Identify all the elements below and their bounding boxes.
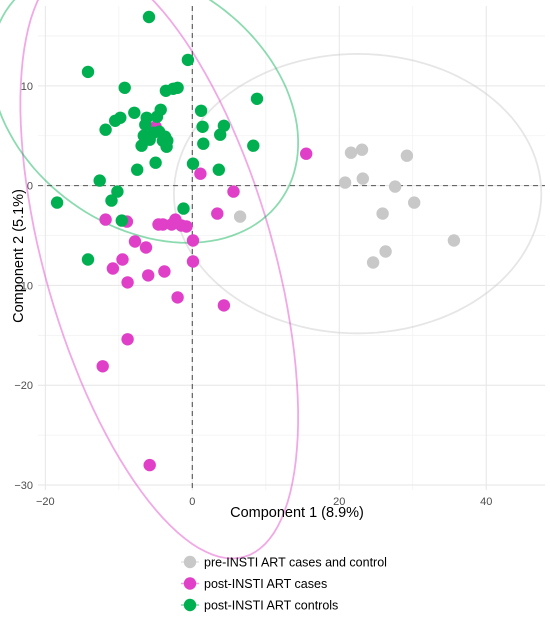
data-point [149, 156, 162, 169]
data-point [400, 149, 414, 162]
data-point [194, 104, 208, 118]
data-point [143, 458, 156, 472]
x-axis-label: Component 1 (8.9%) [230, 505, 364, 521]
data-point [177, 202, 190, 215]
confidence-ellipse [19, 0, 300, 560]
data-point [217, 299, 231, 312]
data-point [96, 360, 109, 373]
data-point [300, 147, 313, 160]
data-point [131, 163, 144, 176]
data-point [379, 245, 392, 258]
data-point [161, 134, 174, 147]
data-point [156, 218, 170, 231]
data-point [171, 291, 184, 304]
data-point [171, 81, 184, 95]
x-tick-label: 40 [480, 496, 492, 508]
confidence-ellipses [0, 0, 543, 560]
data-point [186, 255, 200, 268]
data-point [447, 234, 461, 247]
data-point [121, 276, 134, 289]
y-tick-label: −10 [14, 280, 33, 292]
x-tick-label: 20 [333, 496, 345, 508]
grid-lines [38, 6, 545, 490]
legend-label: post-INSTI ART cases [204, 577, 327, 591]
data-point [212, 163, 225, 176]
data-point [186, 234, 200, 247]
legend-marker [183, 555, 197, 569]
data-point [111, 185, 124, 198]
x-tick-label: 0 [189, 496, 195, 508]
data-point [115, 214, 128, 227]
data-point [233, 210, 247, 223]
data-point [81, 65, 95, 79]
y-axis-label: Component 2 (5.1%) [11, 189, 27, 323]
data-point [247, 139, 260, 152]
data-point [128, 235, 142, 248]
data-point [114, 111, 127, 125]
data-point [180, 220, 193, 233]
data-point [217, 119, 231, 132]
data-point [50, 196, 64, 209]
data-point [128, 106, 141, 120]
data-point [106, 262, 120, 275]
confidence-ellipse [172, 52, 543, 335]
data-point [250, 92, 264, 106]
data-point [388, 180, 402, 193]
data-point [196, 120, 209, 133]
data-point [355, 143, 369, 156]
legend-marker [183, 598, 197, 612]
data-point [181, 53, 195, 67]
y-tick-label: −30 [14, 480, 33, 492]
data-point [81, 253, 95, 266]
data-point [105, 194, 118, 207]
data-point [186, 157, 200, 170]
data-point [140, 111, 153, 125]
data-point [93, 174, 106, 187]
data-point [227, 185, 240, 198]
legend-label: post-INSTI ART controls [204, 599, 338, 613]
y-tick-label: 10 [21, 81, 33, 93]
data-point [116, 253, 129, 266]
x-tick-label: −20 [36, 496, 55, 508]
data-point [338, 176, 352, 189]
data-point [142, 269, 155, 282]
data-points [50, 10, 461, 472]
data-point [194, 167, 207, 180]
data-point [154, 103, 167, 117]
data-point [99, 123, 112, 136]
reference-lines [38, 6, 545, 490]
data-point [376, 207, 389, 220]
data-point [356, 172, 369, 185]
data-point [99, 213, 112, 226]
y-tick-label: 0 [27, 181, 33, 193]
data-point [142, 10, 156, 24]
data-point [118, 81, 131, 95]
data-point [139, 241, 153, 254]
data-point [197, 137, 210, 150]
data-point [366, 256, 380, 269]
legend: pre-INSTI ART cases and control post-INST… [181, 556, 387, 613]
data-point [121, 333, 134, 346]
data-point [211, 207, 224, 220]
legend-marker [183, 577, 197, 590]
data-point [158, 265, 171, 278]
data-point [408, 196, 421, 209]
data-point [344, 146, 358, 159]
y-tick-label: −20 [14, 380, 33, 392]
legend-label: pre-INSTI ART cases and control [204, 556, 387, 570]
